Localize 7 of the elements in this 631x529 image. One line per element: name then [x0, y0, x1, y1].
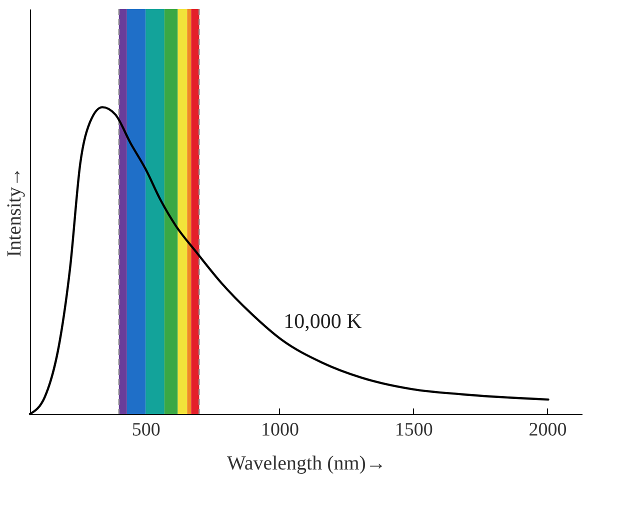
x-tick-label: 500	[132, 420, 160, 440]
x-axis-title: Wavelength (nm)→	[227, 452, 386, 474]
x-tick-label: 1000	[261, 420, 299, 440]
x-tick-label: 1500	[394, 420, 433, 440]
x-tick-label: 2000	[528, 420, 567, 440]
y-axis-title: Intensity→	[4, 167, 26, 257]
series-label: 10,000 K	[284, 308, 362, 333]
